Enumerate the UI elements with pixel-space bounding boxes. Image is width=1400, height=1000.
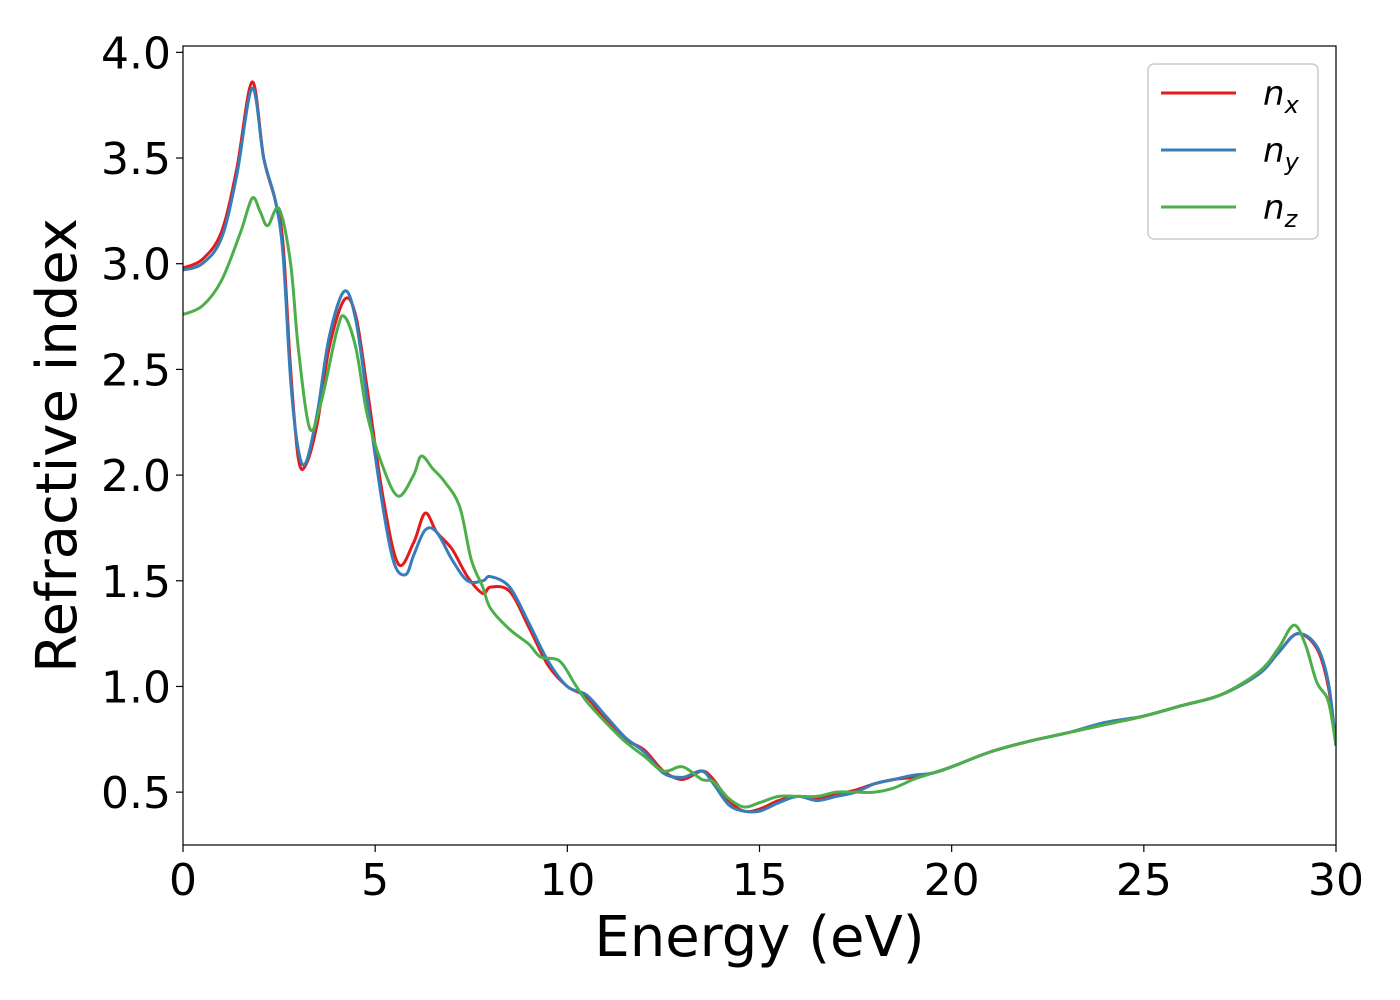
legend: nx ny nz <box>1147 63 1319 240</box>
legend-entry: nx <box>1263 74 1300 119</box>
ticks: 0 5 10 15 20 25 30 0.5 1.0 1.5 2.0 2.5 3.0 3.5 4.0 <box>101 28 1364 906</box>
x-tick-label: 20 <box>924 855 980 906</box>
x-tick-label: 5 <box>361 855 389 906</box>
x-tick-label: 30 <box>1308 855 1364 906</box>
y-axis-label: Refractive index <box>25 218 90 673</box>
y-tick-label: 1.5 <box>101 557 171 608</box>
x-tick-label: 15 <box>732 855 788 906</box>
x-axis-label: Energy (eV) <box>594 905 924 970</box>
series-line-n-z <box>183 196 1336 809</box>
y-tick-label: 1.0 <box>101 662 171 713</box>
legend-entry: ny <box>1263 131 1300 176</box>
x-tick-label: 25 <box>1116 855 1172 906</box>
series-lines <box>183 80 1336 814</box>
y-tick-label: 0.5 <box>101 768 171 819</box>
legend-entry: nz <box>1263 188 1299 233</box>
x-tick-label: 10 <box>539 855 595 906</box>
x-tick-label: 0 <box>169 855 197 906</box>
y-tick-label: 3.5 <box>101 134 171 185</box>
y-tick-label: 2.0 <box>101 451 171 502</box>
y-tick-label: 2.5 <box>101 345 171 396</box>
y-tick-label: 4.0 <box>101 28 171 79</box>
y-tick-label: 3.0 <box>101 240 171 291</box>
